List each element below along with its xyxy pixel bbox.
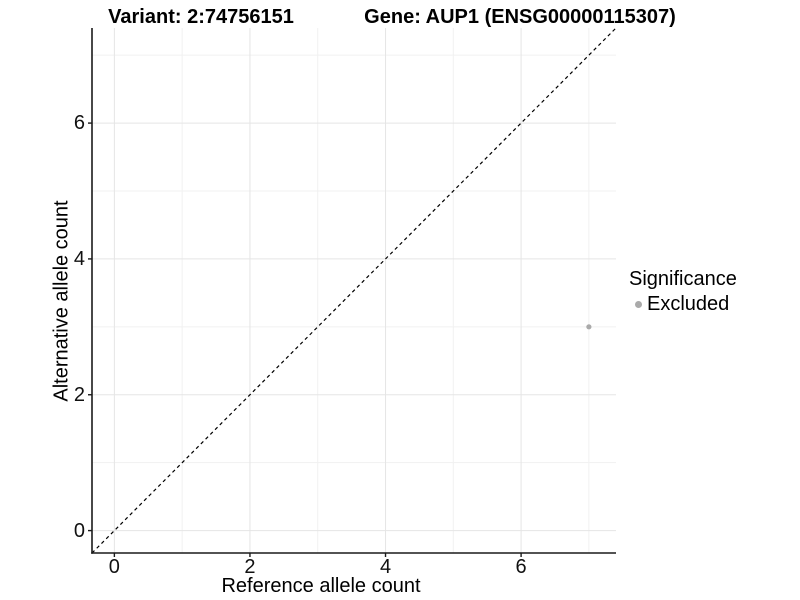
y-tick-label: 0 bbox=[73, 519, 85, 542]
legend: Significance Excluded bbox=[629, 268, 737, 315]
data-point bbox=[586, 324, 592, 330]
y-tick-label: 6 bbox=[73, 112, 85, 135]
x-tick-label: 2 bbox=[244, 556, 256, 578]
y-tick-label: 2 bbox=[73, 383, 85, 406]
legend-item-excluded: Excluded bbox=[629, 293, 737, 315]
variant-title: Variant: 2:74756151 bbox=[108, 6, 294, 28]
x-tick-label: 4 bbox=[379, 556, 392, 578]
y-axis-title: Alternative allele count bbox=[50, 200, 73, 402]
x-tick-label: 0 bbox=[108, 556, 120, 578]
y-tick-label: 4 bbox=[73, 247, 85, 270]
x-axis-title: Reference allele count bbox=[221, 575, 421, 597]
gene-title: Gene: AUP1 (ENSG00000115307) bbox=[364, 6, 676, 28]
x-tick-label: 6 bbox=[515, 556, 527, 578]
identity-reference-line bbox=[91, 27, 617, 554]
legend-item-label: Excluded bbox=[647, 293, 730, 315]
excluded-point-icon bbox=[635, 300, 642, 308]
legend-title: Significance bbox=[629, 268, 737, 290]
